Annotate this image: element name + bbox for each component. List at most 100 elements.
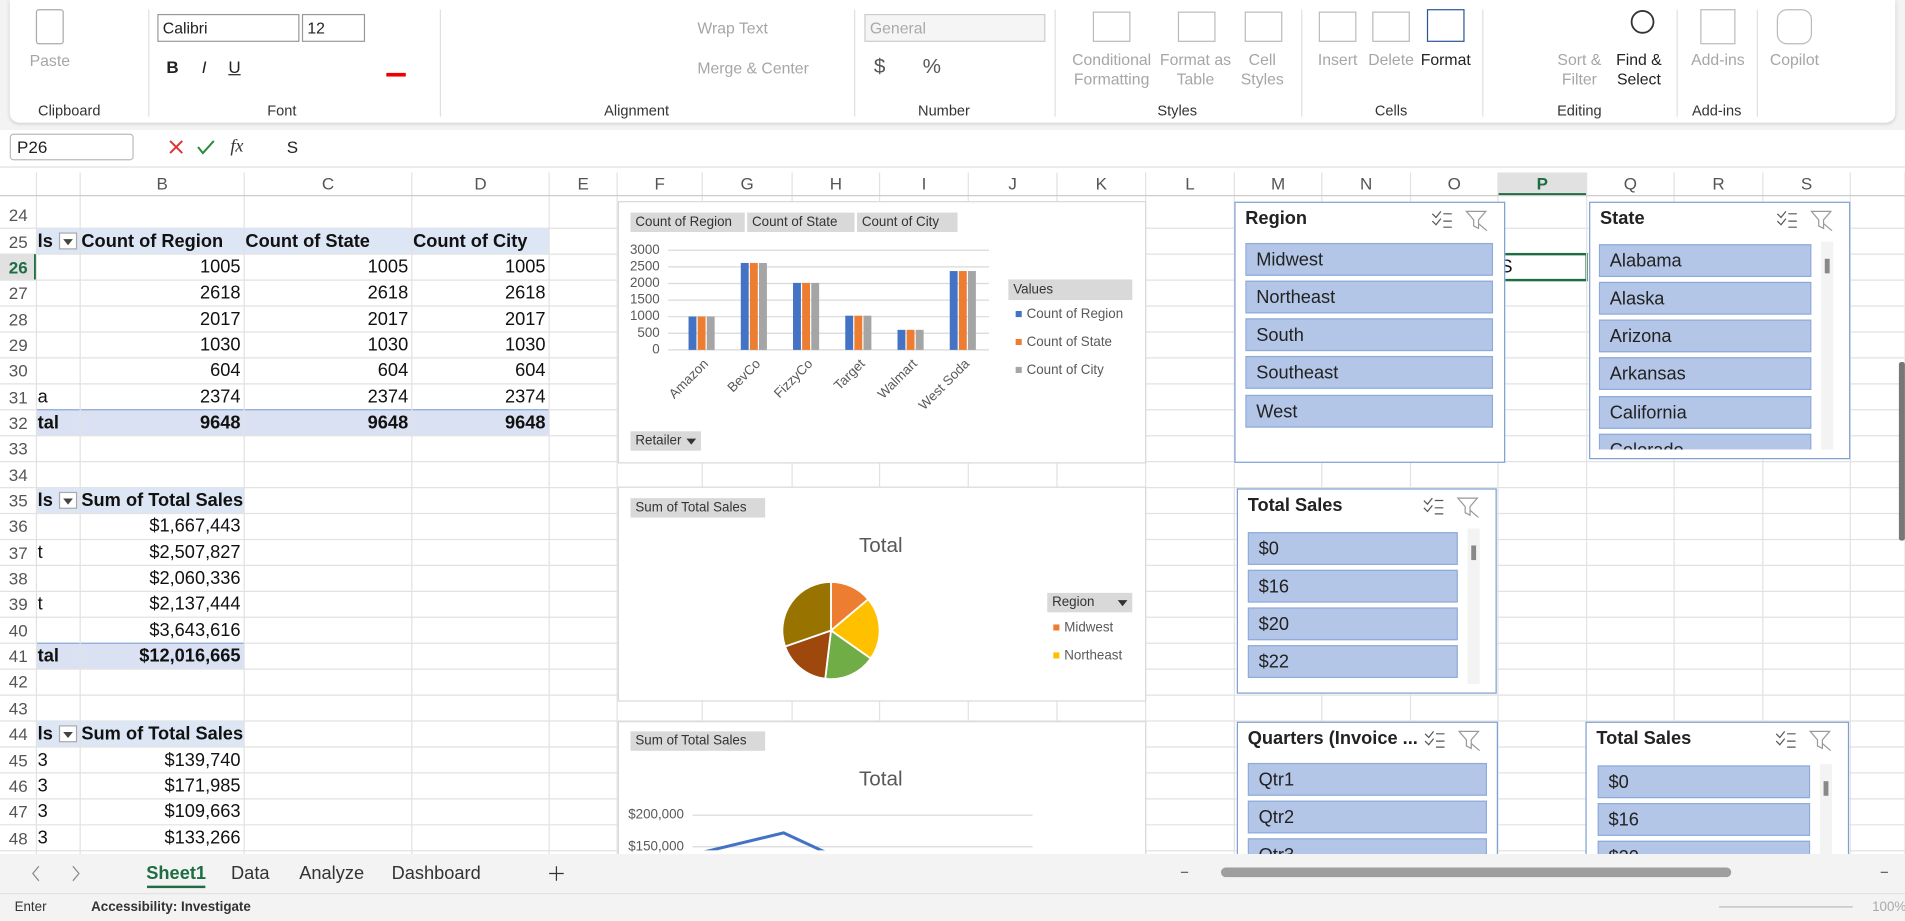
tab-nav[interactable] bbox=[32, 865, 80, 882]
ribbon-button-label[interactable]: Cell bbox=[1248, 50, 1276, 69]
cell: $3,643,616 bbox=[149, 619, 241, 641]
ribbon-button-label[interactable]: Copilot bbox=[1769, 50, 1819, 69]
sheet-tab[interactable]: Sheet1 bbox=[146, 863, 207, 884]
slicer-item[interactable]: California bbox=[1598, 395, 1812, 429]
field-button bbox=[747, 212, 855, 233]
slicer-item[interactable]: Arizona bbox=[1598, 319, 1812, 353]
slicer-item-label[interactable]: Northeast bbox=[1256, 287, 1336, 308]
cell: ls bbox=[37, 230, 53, 252]
ribbon-button-label[interactable]: Conditional bbox=[1072, 50, 1152, 69]
y-tick-label: 1000 bbox=[630, 308, 660, 323]
slicer-icons[interactable] bbox=[1421, 496, 1482, 518]
separator bbox=[854, 9, 856, 117]
font-name[interactable]: Calibri bbox=[162, 18, 208, 38]
add-sheet[interactable] bbox=[549, 866, 564, 881]
slicer-item-label[interactable]: $16 bbox=[1258, 576, 1290, 597]
format-button[interactable]: I bbox=[201, 57, 207, 77]
slicer-item[interactable]: South bbox=[1245, 318, 1494, 352]
number-button[interactable]: $ bbox=[873, 54, 886, 78]
bar bbox=[740, 262, 749, 350]
slicer-item-label[interactable]: West bbox=[1256, 401, 1298, 422]
bar bbox=[967, 271, 976, 350]
slicer-item-label[interactable]: Arkansas bbox=[1609, 364, 1686, 385]
slicer-icons[interactable] bbox=[1430, 209, 1491, 231]
slicer-icons[interactable] bbox=[1774, 729, 1835, 751]
font-color-bar bbox=[386, 72, 406, 77]
slicer-item[interactable]: $20 bbox=[1247, 607, 1458, 641]
ribbon-button-label[interactable]: Formatting bbox=[1073, 69, 1150, 89]
format-button[interactable]: U bbox=[228, 57, 241, 77]
slicer-item-label[interactable]: $22 bbox=[1258, 652, 1290, 673]
status-accessibility[interactable]: Accessibility: Investigate bbox=[91, 900, 251, 915]
slicer-item-label[interactable]: Southeast bbox=[1256, 363, 1339, 384]
v-scroll-thumb[interactable] bbox=[1898, 362, 1905, 541]
row-header: 45 bbox=[8, 750, 28, 770]
ribbon-button-label[interactable]: Styles bbox=[1240, 69, 1284, 89]
slicer-item-label[interactable]: Qtr3 bbox=[1259, 845, 1294, 854]
slicer-item[interactable]: Alaska bbox=[1598, 281, 1812, 315]
slicer-item[interactable]: $22 bbox=[1247, 645, 1458, 679]
name-box[interactable] bbox=[9, 133, 134, 161]
slicer-item[interactable]: Arkansas bbox=[1598, 357, 1812, 391]
font-size[interactable]: 12 bbox=[307, 18, 325, 38]
slicer-item[interactable]: West bbox=[1245, 394, 1494, 428]
slicer-item-label[interactable]: $20 bbox=[1258, 614, 1290, 635]
slicer-item-label[interactable]: Arizona bbox=[1609, 326, 1672, 347]
cell: 2374 bbox=[504, 386, 546, 408]
slicer-item-label[interactable]: $0 bbox=[1608, 771, 1629, 793]
slicer-item[interactable]: Southeast bbox=[1245, 356, 1494, 390]
group-label: Cells bbox=[1374, 102, 1408, 120]
sheet-tab[interactable]: Data bbox=[231, 863, 270, 884]
slicer-item[interactable]: Midwest bbox=[1245, 242, 1494, 276]
number-button[interactable]: % bbox=[922, 54, 942, 78]
slicer-item-label[interactable]: California bbox=[1609, 402, 1687, 424]
slicer-item[interactable]: Qtr3 bbox=[1247, 838, 1488, 855]
slicer-item-label[interactable]: South bbox=[1256, 325, 1304, 346]
slicer-item[interactable]: Alabama bbox=[1598, 243, 1812, 277]
slicer-item-label[interactable]: Qtr1 bbox=[1258, 769, 1295, 790]
ribbon-button-label[interactable]: Format bbox=[1420, 50, 1471, 69]
ribbon-button-label[interactable]: Find & bbox=[1616, 50, 1662, 69]
slicer-item-label[interactable]: $0 bbox=[1258, 538, 1279, 559]
slicer-item-label[interactable]: Colorado bbox=[1610, 440, 1684, 449]
status-zoom[interactable]: 100% bbox=[1872, 900, 1905, 915]
slicer-item[interactable]: Colorado bbox=[1598, 433, 1812, 450]
ribbon-button-label[interactable]: Wrap Text bbox=[697, 18, 768, 38]
slicer-item-label[interactable]: Qtr2 bbox=[1258, 807, 1295, 828]
h-scroll-thumb[interactable] bbox=[1220, 867, 1732, 878]
sheet-tab[interactable]: Analyze bbox=[299, 863, 365, 884]
sheet-viewport: 24 25 ls Count of Region Count of State Count… bbox=[0, 167, 1905, 855]
slicer-item[interactable]: $20 bbox=[1597, 840, 1811, 855]
slicer-item[interactable]: Qtr1 bbox=[1247, 762, 1488, 796]
ribbon-button-label[interactable]: Format as bbox=[1159, 50, 1232, 69]
slicer-item-label[interactable]: Alabama bbox=[1609, 250, 1682, 271]
format-button[interactable]: B bbox=[166, 57, 179, 77]
slicer-item-label[interactable]: Midwest bbox=[1256, 249, 1324, 270]
sheet-tab[interactable]: Dashboard bbox=[391, 863, 481, 884]
row-header: 32 bbox=[8, 413, 28, 433]
slicer-item[interactable]: $16 bbox=[1247, 569, 1458, 603]
ribbon-button-label[interactable]: Table bbox=[1176, 69, 1215, 89]
ribbon-button-label[interactable]: Paste bbox=[29, 51, 71, 70]
ribbon-button-label[interactable]: Merge & Center bbox=[697, 58, 809, 78]
ribbon-button-label[interactable]: Select bbox=[1616, 69, 1661, 89]
slicer-item-label[interactable]: $20 bbox=[1609, 848, 1639, 855]
field-button-label: Retailer bbox=[635, 433, 682, 448]
slicer-item[interactable]: Northeast bbox=[1245, 280, 1494, 314]
ribbon-button-label[interactable]: Insert bbox=[1317, 50, 1358, 69]
slicer-icons[interactable] bbox=[1423, 729, 1484, 751]
ribbon-button-label[interactable]: Filter bbox=[1561, 69, 1597, 89]
slicer-item[interactable]: Qtr2 bbox=[1247, 800, 1488, 834]
slicer-item[interactable]: $0 bbox=[1597, 764, 1811, 798]
table-total-fill bbox=[36, 643, 245, 670]
slicer-item-label[interactable]: Alaska bbox=[1609, 288, 1665, 309]
slicer-icons[interactable] bbox=[1775, 209, 1836, 231]
ribbon-button-label[interactable]: Add-ins bbox=[1691, 50, 1745, 69]
slicer-item[interactable]: $0 bbox=[1247, 531, 1458, 565]
ribbon-button-label[interactable]: Delete bbox=[1368, 50, 1414, 69]
cell: 9648 bbox=[367, 412, 409, 434]
slicer-item-label[interactable]: $16 bbox=[1608, 809, 1639, 831]
ribbon-button-label[interactable]: Sort & bbox=[1557, 50, 1602, 69]
number-format[interactable]: General bbox=[869, 18, 927, 38]
slicer-item[interactable]: $16 bbox=[1597, 802, 1811, 836]
